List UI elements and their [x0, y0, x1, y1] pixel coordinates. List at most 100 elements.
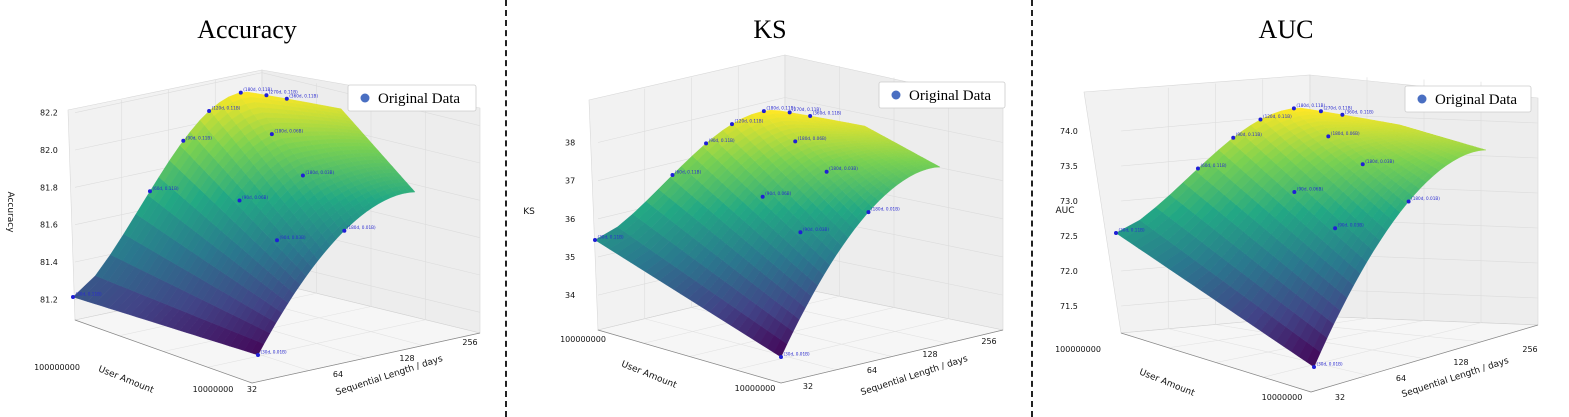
data-point-label: (90d, 0.06B) [1297, 187, 1323, 192]
legend-label: Original Data [378, 91, 460, 107]
data-point-label: (90d, 0.11B) [1236, 132, 1262, 137]
chart-title: Accuracy [197, 15, 297, 44]
data-point: (180d, 0.06B) [793, 136, 827, 144]
y-tick-label: 32 [1335, 393, 1345, 402]
data-point-marker [1291, 106, 1296, 111]
x-tick-label: 10000000 [1262, 393, 1303, 402]
data-point-label: (180d, 0.03B) [305, 170, 334, 175]
data-point-label: (180d, 0.03B) [1365, 159, 1394, 164]
data-point-marker [181, 138, 186, 143]
x-tick-label: 10000000 [735, 384, 776, 393]
y-axis-line [251, 332, 481, 384]
legend: Original Data [878, 81, 1006, 109]
data-point-marker [729, 122, 734, 127]
data-point: (270d, 0.11B) [1318, 106, 1353, 114]
data-point: (90d, 0.11B) [181, 135, 212, 143]
data-point-marker [760, 194, 765, 199]
chart-title: AUC [1259, 15, 1314, 44]
data-point: (60d, 0.11B) [670, 170, 701, 177]
data-point-marker [1258, 117, 1263, 122]
z-tick-label: 73.0 [1060, 197, 1078, 206]
z-tick-label: 81.6 [40, 221, 58, 230]
data-point: (90d, 0.06B) [760, 191, 792, 199]
data-point: (180d, 0.01B) [342, 225, 376, 233]
data-point-label: (30d, 0.11B) [76, 292, 102, 297]
data-point-marker [798, 230, 803, 235]
data-point: (270d, 0.11B) [787, 107, 821, 115]
data-point-marker [256, 353, 260, 357]
data-point-label: (120d, 0.11B) [212, 105, 241, 110]
z-tick-label: 36 [565, 215, 575, 224]
legend-marker [1417, 94, 1427, 104]
data-point-marker [71, 295, 75, 299]
data-point: (60d, 0.11B) [1195, 163, 1227, 171]
data-point: (180d, 0.03B) [300, 170, 335, 178]
legend-marker [360, 93, 370, 103]
y-tick-label: 64 [1396, 374, 1406, 383]
data-point-marker [275, 238, 280, 243]
data-point-marker [704, 141, 709, 146]
data-point-marker [808, 114, 813, 118]
data-point-marker [1333, 226, 1338, 231]
x-tick-label: 100000000 [1055, 345, 1101, 354]
data-point-marker [793, 139, 798, 144]
data-point-label: (90d, 0.06B) [765, 191, 791, 196]
data-point: (180d, 0.11B) [761, 106, 796, 114]
data-point: (180d, 0.03B) [1360, 159, 1394, 167]
x-tick-label: 100000000 [560, 335, 606, 344]
data-point-marker [761, 109, 766, 114]
data-point-label: (180d, 0.01B) [871, 207, 900, 212]
data-point-label: (180d, 0.06B) [1331, 131, 1360, 136]
data-point-label: (360d, 0.11B) [813, 111, 842, 116]
accuracy-chart-panel: 81.2 81.4 81.6 81.8 82.0 82.2 (30d, 0.01B) (30d… [0, 0, 523, 417]
data-point-label: (180d, 0.06B) [274, 129, 303, 134]
data-point-marker [342, 228, 347, 233]
legend: Original Data [347, 84, 477, 112]
data-point: (180d, 0.11B) [1291, 103, 1326, 111]
data-point-label: (60d, 0.11B) [675, 170, 701, 175]
data-point: (360d, 0.11B) [284, 93, 318, 101]
data-point-marker [787, 110, 792, 115]
data-point-label: (180d, 0.11B) [243, 87, 272, 92]
data-point-label: (180d, 0.01B) [1411, 196, 1440, 201]
data-point-marker [1340, 112, 1345, 117]
data-point-marker [1360, 162, 1365, 167]
data-point-label: (270d, 0.11B) [269, 90, 298, 95]
legend-box [1404, 85, 1532, 113]
data-point: (180d, 0.06B) [1326, 131, 1360, 139]
data-point-label: (90d, 0.03B) [1338, 223, 1364, 228]
ks-chart-panel: 34 35 36 37 38 (30d, 0.01B) (30d, 0.11B) (60d, … [523, 0, 1046, 417]
data-point-marker [269, 132, 274, 137]
data-point-marker [866, 210, 871, 215]
data-point: (120d, 0.11B) [207, 105, 241, 113]
surface [1115, 107, 1487, 368]
legend-box [878, 81, 1006, 109]
data-point-label: (90d, 0.03B) [280, 235, 306, 240]
data-point-label: (60d, 0.11B) [1200, 163, 1226, 168]
data-point-label: (180d, 0.06B) [798, 136, 827, 141]
surface-patch [405, 188, 416, 193]
y-tick-label: 256 [1522, 345, 1537, 354]
data-point: (180d, 0.01B) [1406, 196, 1440, 204]
y-tick-label: 128 [1453, 358, 1468, 367]
data-point-marker [264, 93, 269, 98]
data-point: (60d, 0.11B) [147, 186, 179, 194]
legend-marker [891, 90, 901, 100]
data-point-marker [237, 198, 242, 203]
z-axis-label: Accuracy [5, 191, 15, 233]
y-tick-label: 256 [981, 337, 996, 346]
data-point: (90d, 0.11B) [1231, 132, 1262, 140]
data-point: (90d, 0.11B) [704, 138, 735, 146]
data-point-marker [670, 173, 675, 177]
data-point-marker [1406, 199, 1411, 204]
accuracy-surface-plot: 81.2 81.4 81.6 81.8 82.0 82.2 (30d, 0.01B) (30d… [5, 15, 481, 398]
surface [594, 109, 941, 358]
z-tick-label: 35 [565, 253, 575, 262]
data-point-marker [1292, 190, 1297, 195]
data-point-marker [824, 169, 829, 174]
data-point-marker [1326, 134, 1331, 139]
data-point-label: (180d, 0.11B) [766, 106, 795, 111]
panel-divider-right [1031, 0, 1033, 417]
legend-box [347, 84, 477, 112]
data-point: (30d, 0.11B) [593, 235, 624, 242]
